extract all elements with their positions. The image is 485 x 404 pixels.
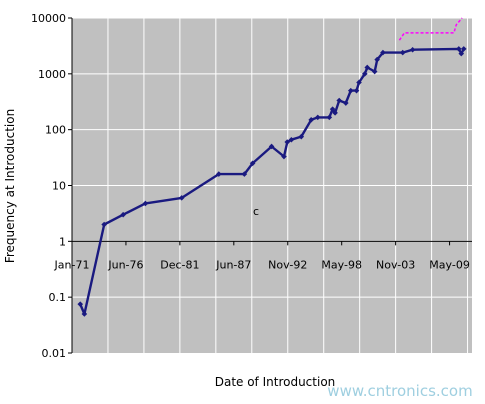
data-point-marker [399, 49, 406, 56]
x-tick-label: May-09 [429, 258, 470, 271]
data-point-marker [356, 79, 362, 86]
data-point-marker [249, 160, 256, 167]
x-tick-label: Jun-87 [215, 258, 251, 271]
y-tick-labels: 0.01 0.1 1 10 100 1000 10000 [31, 12, 66, 360]
data-point-marker [361, 71, 368, 77]
data-point-marker [332, 110, 338, 116]
y-tick-label: 1000 [38, 68, 66, 81]
series-layer [77, 17, 467, 317]
data-point-marker [77, 301, 84, 307]
data-point-marker [120, 211, 126, 218]
data-point-marker [314, 114, 321, 121]
annotation-c: c [253, 205, 259, 218]
series-line-2 [398, 17, 463, 41]
data-point-marker [347, 87, 354, 94]
y-tick-label: 1 [59, 235, 66, 248]
y-tick-label: 10 [52, 180, 66, 193]
data-point-marker [178, 195, 185, 201]
x-tick-label: Jan-71 [54, 258, 90, 271]
y-tick-label: 10000 [31, 12, 66, 25]
data-point-marker [409, 46, 416, 53]
gridlines [72, 17, 472, 353]
data-point-marker [216, 171, 222, 177]
x-tick-labels: Jan-71 Jun-76 Dec-81 Jun-87 Nov-92 May-98 Nov-… [54, 258, 470, 271]
x-tick-label: May-98 [321, 258, 362, 271]
data-point-marker [343, 100, 349, 106]
data-point-marker [460, 46, 467, 52]
data-point-marker [268, 143, 275, 150]
x-tick-label: Dec-81 [160, 258, 199, 271]
data-point-marker [353, 87, 360, 94]
data-point-marker [101, 221, 107, 228]
data-point-marker [284, 139, 291, 145]
y-tick-label: 0.01 [42, 347, 67, 360]
x-tick-label: Nov-92 [268, 258, 307, 271]
x-axis-title: Date of Introduction [215, 375, 336, 389]
y-axis-title: Frequency at Introduction [3, 109, 17, 263]
data-point-marker [281, 153, 287, 160]
data-point-marker [371, 68, 378, 75]
tick-marks [68, 17, 472, 354]
series-line-1 [79, 47, 465, 316]
watermark: www.cntronics.com [327, 382, 472, 400]
data-point-marker [329, 106, 336, 112]
data-point-marker [456, 46, 462, 52]
data-point-marker [364, 64, 371, 71]
y-tick-label: 100 [45, 124, 66, 137]
data-point-marker [298, 133, 305, 140]
data-point-marker [241, 171, 248, 177]
data-point-marker [308, 117, 314, 123]
data-point-marker [336, 97, 343, 104]
data-point-marker [374, 56, 380, 63]
x-tick-label: Nov-03 [376, 258, 415, 271]
y-tick-label: 0.1 [49, 291, 67, 304]
data-point-marker [81, 311, 88, 317]
x-tick-label: Jun-76 [107, 258, 143, 271]
data-point-marker [288, 136, 295, 143]
data-point-marker [380, 49, 386, 56]
data-point-marker [326, 114, 333, 121]
data-point-marker [142, 200, 149, 207]
data-point-marker [458, 50, 465, 57]
